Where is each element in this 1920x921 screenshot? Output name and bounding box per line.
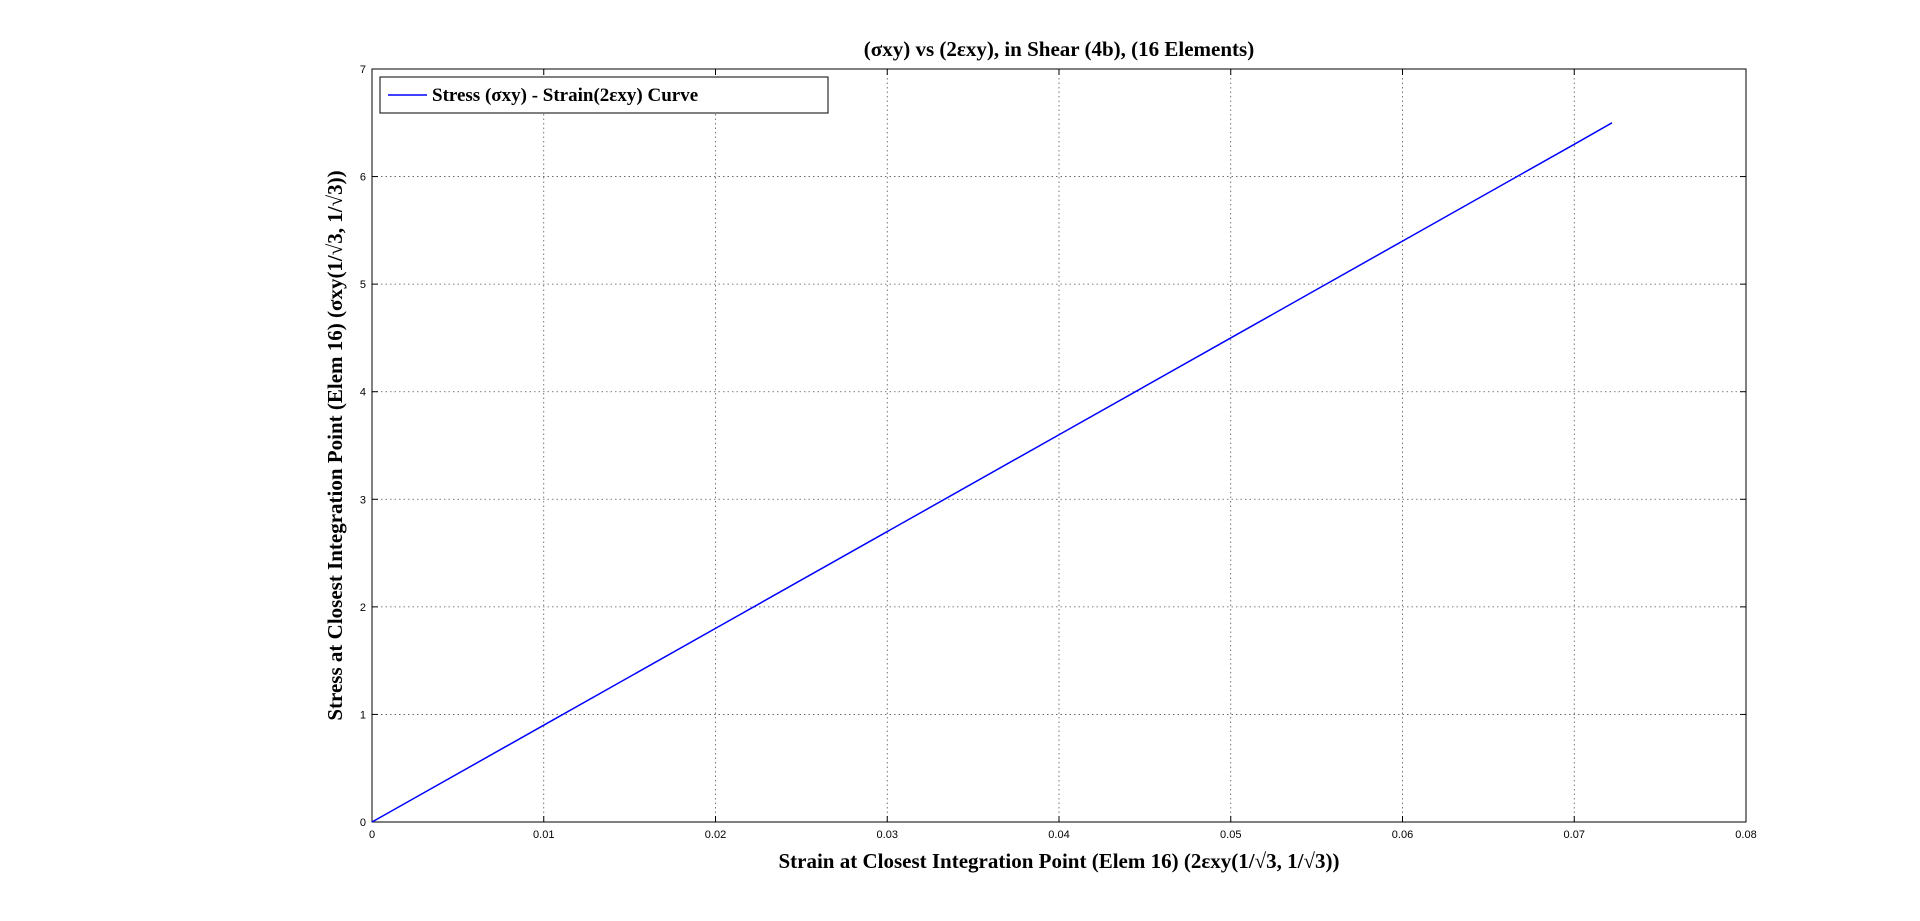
x-axis-label: Strain at Closest Integration Point (Ele… <box>778 849 1339 873</box>
legend-entry-label: Stress (σxy) - Strain(2εxy) Curve <box>432 85 698 106</box>
y-tick-label: 1 <box>360 709 366 721</box>
y-axis-label: Stress at Closest Integration Point (Ele… <box>323 170 347 720</box>
legend-box <box>379 76 829 114</box>
data-series <box>371 122 1613 823</box>
x-tick-label: 0.04 <box>1048 829 1069 841</box>
axis-ticks: 0 0.01 0.02 0.03 0.04 0.05 0.06 0.07 0.08 0 1 2 3 4 5 6… <box>360 64 1757 841</box>
y-tick-label: 6 <box>360 172 366 184</box>
legend: Stress (σxy) - Strain(2εxy) Curve <box>379 76 829 114</box>
y-tick-label: 5 <box>360 279 366 291</box>
series-line <box>371 122 1613 823</box>
x-tick-label: 0.07 <box>1564 829 1585 841</box>
x-tick-label: 0.06 <box>1392 829 1413 841</box>
x-tick-label: 0.01 <box>533 829 554 841</box>
y-tick-label: 7 <box>360 64 366 76</box>
y-tick-label: 4 <box>360 387 366 399</box>
x-tick-label: 0.05 <box>1220 829 1241 841</box>
chart-title: (σxy) vs (2εxy), in Shear (4b), (16 Elem… <box>864 37 1254 61</box>
x-tick-label: 0 <box>369 829 375 841</box>
x-tick-label: 0.08 <box>1735 829 1756 841</box>
y-tick-label: 0 <box>360 817 366 829</box>
y-tick-label: 2 <box>360 602 366 614</box>
x-tick-label: 0.03 <box>877 829 898 841</box>
y-tick-label: 3 <box>360 494 366 506</box>
x-tick-label: 0.02 <box>705 829 726 841</box>
